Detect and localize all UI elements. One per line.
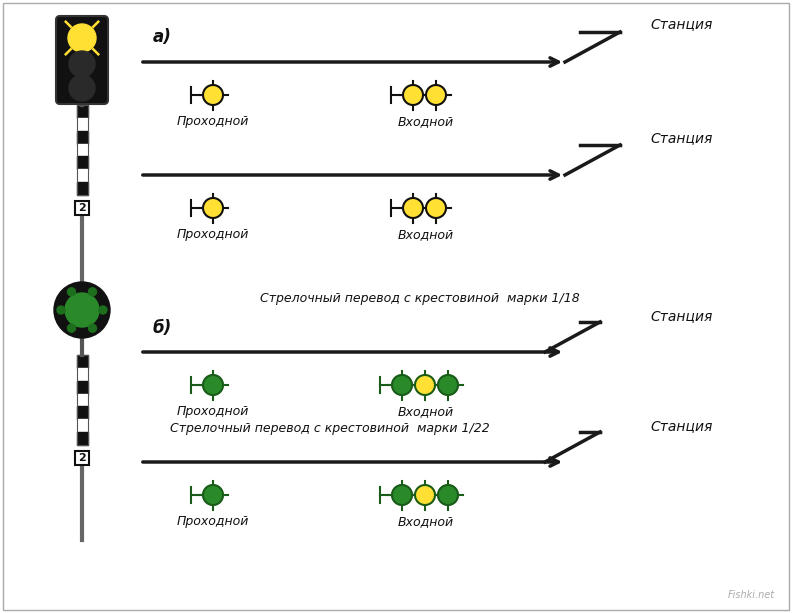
Circle shape [69,51,95,77]
Text: Входной: Входной [398,405,454,418]
Circle shape [65,293,99,327]
Bar [75,451,89,465]
Circle shape [392,375,412,395]
Text: Fishki.net: Fishki.net [728,590,775,600]
Text: Станция: Станция [650,309,712,323]
Bar [77,419,87,432]
Circle shape [57,306,65,314]
Circle shape [438,375,458,395]
Circle shape [67,324,75,332]
Circle shape [54,282,110,338]
Circle shape [203,485,223,505]
Text: Стрелочный перевод с крестовиной  марки 1/18: Стрелочный перевод с крестовиной марки 1… [260,292,580,305]
Text: Входной: Входной [398,515,454,528]
Text: Станция: Станция [650,17,712,31]
Circle shape [403,85,423,105]
Circle shape [203,85,223,105]
Circle shape [203,375,223,395]
Bar [77,432,87,445]
Bar [77,368,87,381]
Text: Стрелочный перевод с крестовиной  марки 1/22: Стрелочный перевод с крестовиной марки 1… [170,422,490,435]
Bar [77,381,87,394]
Circle shape [69,75,95,101]
Circle shape [68,24,96,52]
Text: а): а) [153,28,172,46]
Text: Проходной: Проходной [177,405,249,418]
Circle shape [415,485,435,505]
Circle shape [426,85,446,105]
Bar [77,131,87,143]
Circle shape [403,198,423,218]
Circle shape [89,288,97,296]
FancyBboxPatch shape [56,16,108,104]
Circle shape [89,324,97,332]
Circle shape [415,375,435,395]
Bar [77,105,87,195]
Bar [77,182,87,195]
Circle shape [99,306,107,314]
Bar [77,105,87,118]
Text: Проходной: Проходной [177,115,249,128]
Circle shape [203,198,223,218]
Bar [77,169,87,182]
Circle shape [67,288,75,296]
Bar [77,355,87,368]
Bar [77,156,87,169]
Circle shape [438,485,458,505]
Circle shape [392,485,412,505]
Bar [75,201,89,215]
Text: Входной: Входной [398,228,454,241]
Text: Станция: Станция [650,131,712,145]
Text: Входной: Входной [398,115,454,128]
Bar [77,143,87,156]
Bar [77,394,87,406]
Text: Проходной: Проходной [177,515,249,528]
Bar [77,118,87,131]
Circle shape [426,198,446,218]
Text: 2: 2 [78,453,86,463]
Text: Проходной: Проходной [177,228,249,241]
Bar [77,406,87,419]
Text: Станция: Станция [650,419,712,433]
Text: 2: 2 [78,203,86,213]
Bar [77,355,87,445]
Text: б): б) [153,319,172,337]
